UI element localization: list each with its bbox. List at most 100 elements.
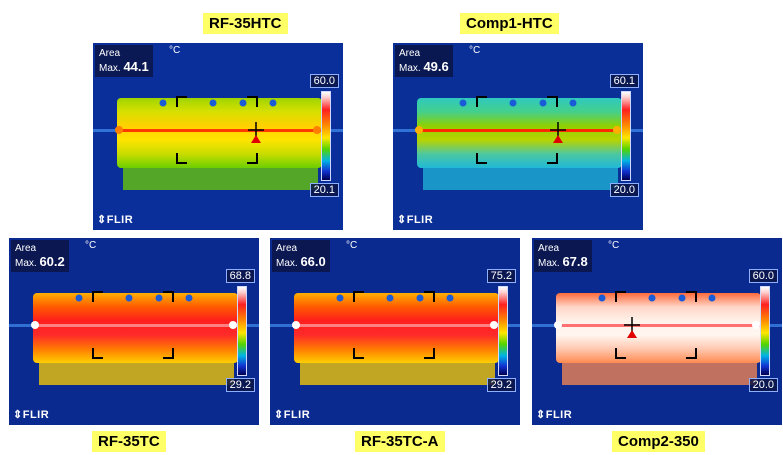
- color-scale-bar: [237, 286, 247, 376]
- flir-icon: ⇕: [97, 214, 107, 226]
- max-value: 66.0: [300, 254, 326, 269]
- thermal-plate-lower: [123, 168, 318, 190]
- flir-logo: ⇕FLIR: [536, 408, 572, 421]
- screw-dot: [269, 99, 277, 107]
- flir-icon: ⇕: [13, 409, 23, 421]
- thermal-plate-lower: [562, 363, 757, 385]
- screw-dot: [708, 294, 716, 302]
- scale-max: 68.8: [225, 269, 255, 283]
- measurement-frame-corner: [615, 291, 626, 302]
- flir-logo: ⇕FLIR: [274, 408, 310, 421]
- screw-dot: [209, 99, 217, 107]
- scale-min: 29.2: [486, 378, 516, 392]
- thermal-image: Area Max. 66.0 °C 75.2 29.2 ⇕FLIR: [270, 238, 520, 425]
- flir-icon: ⇕: [536, 409, 546, 421]
- area-label: Area: [99, 48, 121, 59]
- measurement-frame-corner: [92, 291, 103, 302]
- scale-min: 20.0: [748, 378, 778, 392]
- measurement-frame-corner: [686, 348, 697, 359]
- flir-logo: ⇕FLIR: [97, 213, 133, 226]
- thermal-plate-lower: [423, 168, 618, 190]
- measurement-frame-corner: [547, 153, 558, 164]
- screw-dot: [569, 99, 577, 107]
- flir-brand: FLIR: [283, 409, 311, 421]
- connector-hotspot: [415, 126, 423, 134]
- screw-dot: [239, 99, 247, 107]
- thermal-plate: [117, 98, 322, 168]
- scale-max: 60.0: [748, 269, 778, 283]
- unit-label: °C: [608, 240, 620, 251]
- measurement-frame-corner: [353, 291, 364, 302]
- unit-label: °C: [346, 240, 358, 251]
- screw-dot: [446, 294, 454, 302]
- max-prefix: Max.: [99, 63, 121, 74]
- measurement-frame-corner: [176, 96, 187, 107]
- max-value: 60.2: [39, 254, 65, 269]
- thermal-plate: [417, 98, 622, 168]
- scale-max: 60.0: [309, 74, 339, 88]
- area-label: Area: [15, 243, 37, 254]
- area-label: Area: [538, 243, 560, 254]
- unit-label: °C: [169, 45, 181, 56]
- scale-min: 20.1: [309, 183, 339, 197]
- screw-dot: [539, 99, 547, 107]
- max-marker: [627, 330, 637, 338]
- screw-dot: [598, 294, 606, 302]
- panel-label: Comp2-350: [612, 431, 705, 452]
- screw-dot: [336, 294, 344, 302]
- connector-hotspot: [490, 321, 498, 329]
- thermal-image: Area Max. 67.8 °C 60.0 20.0 ⇕FLIR: [532, 238, 782, 425]
- thermal-plate: [294, 293, 499, 363]
- measurement-frame-corner: [163, 348, 174, 359]
- measurement-frame-corner: [424, 348, 435, 359]
- thermal-hot-line: [560, 324, 760, 327]
- measurement-frame-corner: [176, 153, 187, 164]
- flir-icon: ⇕: [274, 409, 284, 421]
- connector-hotspot: [292, 321, 300, 329]
- screw-dot: [75, 294, 83, 302]
- flir-brand: FLIR: [22, 409, 50, 421]
- flir-logo: ⇕FLIR: [397, 213, 433, 226]
- thermal-plate-lower: [300, 363, 495, 385]
- screw-dot: [509, 99, 517, 107]
- area-label: Area: [399, 48, 421, 59]
- unit-label: °C: [85, 240, 97, 251]
- color-scale-bar: [498, 286, 508, 376]
- thermal-plate: [33, 293, 238, 363]
- measurement-frame-corner: [247, 96, 258, 107]
- measurement-frame-corner: [247, 153, 258, 164]
- area-readout: Area Max. 66.0: [272, 240, 330, 272]
- scale-max: 75.2: [486, 269, 516, 283]
- thermal-hot-line: [37, 324, 237, 327]
- measurement-frame-corner: [92, 348, 103, 359]
- screw-dot: [416, 294, 424, 302]
- connector-hotspot: [613, 126, 621, 134]
- screw-dot: [125, 294, 133, 302]
- area-readout: Area Max. 60.2: [11, 240, 69, 272]
- connector-hotspot: [229, 321, 237, 329]
- max-marker: [251, 135, 261, 143]
- unit-label: °C: [469, 45, 481, 56]
- flir-brand: FLIR: [106, 214, 134, 226]
- thermal-hot-line: [298, 324, 498, 327]
- connector-hotspot: [31, 321, 39, 329]
- color-scale-bar: [621, 91, 631, 181]
- screw-dot: [648, 294, 656, 302]
- area-readout: Area Max. 49.6: [395, 45, 453, 77]
- scale-min: 29.2: [225, 378, 255, 392]
- screw-dot: [159, 99, 167, 107]
- area-readout: Area Max. 44.1: [95, 45, 153, 77]
- screw-dot: [459, 99, 467, 107]
- max-value: 67.8: [562, 254, 588, 269]
- flir-icon: ⇕: [397, 214, 407, 226]
- connector-hotspot: [752, 321, 760, 329]
- connector-hotspot: [115, 126, 123, 134]
- thermal-plate: [556, 293, 761, 363]
- color-scale-bar: [321, 91, 331, 181]
- connector-hotspot: [313, 126, 321, 134]
- measurement-frame-corner: [353, 348, 364, 359]
- max-prefix: Max.: [538, 258, 560, 269]
- max-prefix: Max.: [15, 258, 37, 269]
- screw-dot: [386, 294, 394, 302]
- measurement-frame-corner: [547, 96, 558, 107]
